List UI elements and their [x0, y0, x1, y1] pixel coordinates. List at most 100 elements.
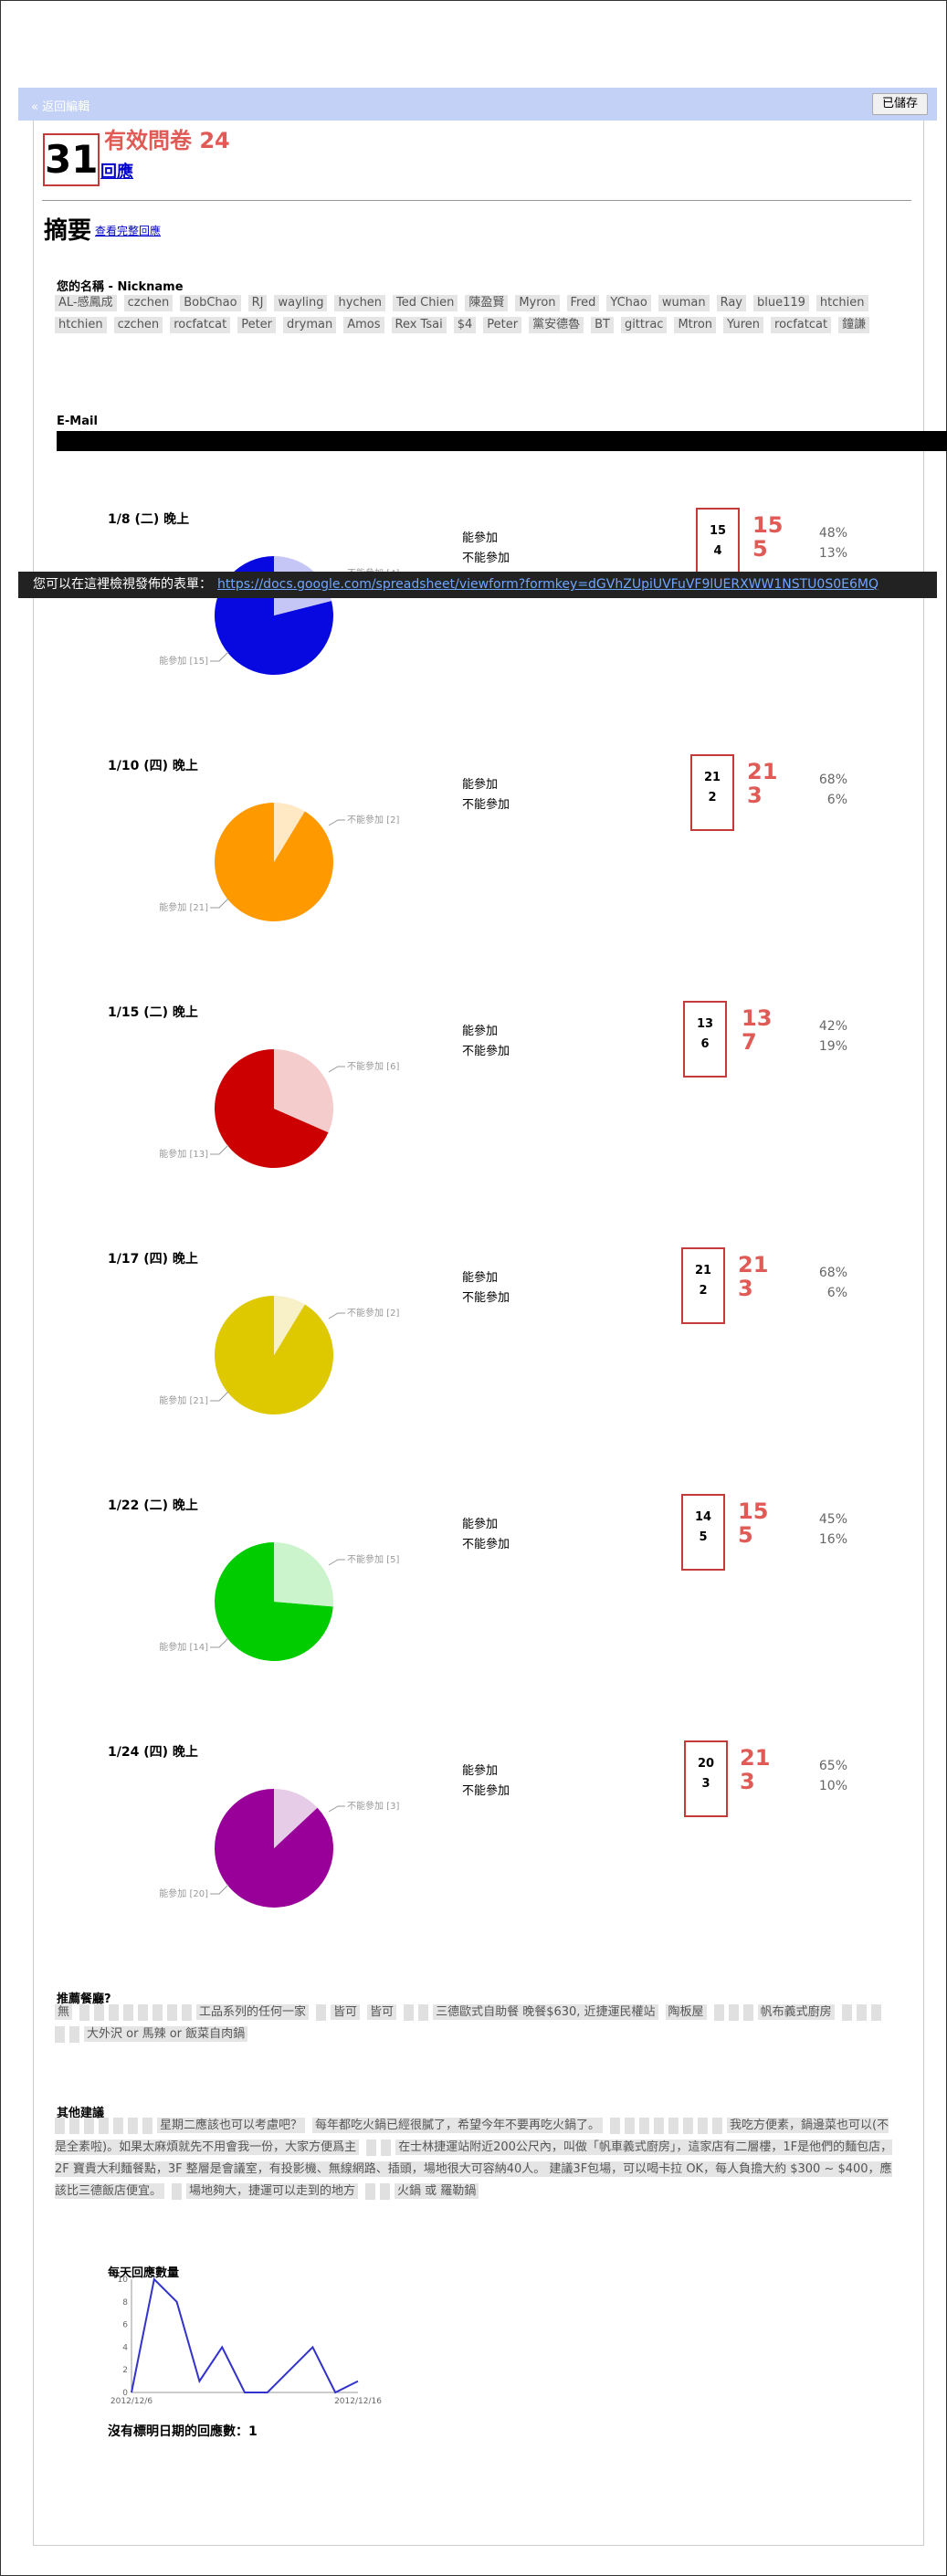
y-tick-label: 6 [122, 2321, 128, 2330]
no-count: 2 [699, 1284, 708, 1298]
handwritten-note-yes: 15 [752, 512, 784, 538]
y-tick-label: 10 [118, 2276, 129, 2285]
view-all-responses-link[interactable]: 查看完整回應 [95, 225, 162, 237]
nickname-answer: htchien [815, 295, 868, 311]
redacted-block [698, 2117, 709, 2134]
nickname-answer: gittrac [620, 317, 668, 333]
email-question-title: E-Mail [57, 415, 98, 428]
redacted-block [668, 2117, 679, 2134]
count-annotation-box [690, 754, 734, 831]
nickname-answer: czchen [113, 317, 163, 333]
nickname-answer: Ted Chien [393, 295, 458, 311]
answer-text: 皆可 [367, 2004, 397, 2020]
redacted-block [742, 2003, 753, 2021]
nickname-answer: hychen [334, 295, 386, 311]
option-no-label: 不能參加 [462, 798, 510, 812]
pie-label-no: 不能參加 [6] [347, 1060, 399, 1072]
pie-chart: 不能參加 [5] 能參加 [14] [159, 1542, 399, 1661]
no-count: 4 [713, 544, 722, 558]
other-question-title: 其他建議 [57, 2107, 105, 2120]
email-answers-redacted [57, 431, 947, 451]
nickname-answer: 黨安德魯 [529, 317, 584, 333]
handwritten-note-no: 7 [742, 1029, 757, 1055]
redacted-block [69, 2025, 79, 2043]
pie-slice-no [274, 1049, 333, 1133]
handwritten-note-yes: 21 [747, 759, 778, 784]
redacted-block [610, 2117, 621, 2134]
daily-chart-title: 每天回應數量 [108, 2266, 180, 2280]
pie-slice-no [274, 803, 305, 862]
yes-count: 14 [694, 1510, 712, 1524]
nickname-answer: dryman [283, 317, 337, 333]
no-percent: 6% [826, 1286, 847, 1300]
no-percent: 10% [818, 1779, 847, 1793]
pie-leader-line [328, 1559, 345, 1566]
answer-text: 大外沢 or 馬辣 or 飯菜自肉鍋 [84, 2026, 248, 2042]
redacted-block [639, 2117, 650, 2134]
option-yes-label: 能參加 [462, 531, 499, 545]
back-to-edit-link[interactable]: « 返回編輯 [31, 100, 90, 114]
redacted-block [128, 2117, 138, 2134]
form-url-link[interactable]: https://docs.google.com/spreadsheet/view… [217, 577, 879, 592]
y-tick-label: 4 [122, 2343, 128, 2352]
pie-leader-line [210, 1391, 229, 1402]
redacted-block [365, 2182, 376, 2200]
redacted-block [55, 2117, 65, 2134]
redacted-block [841, 2003, 852, 2021]
pie-leader-line [328, 1805, 345, 1813]
pie-question-4: 1/17 (四) 晚上 不能參加 [2] 能參加 [21] 能參加 不能參加 21 2 21 3… [0, 1247, 947, 1487]
no-count: 3 [701, 1777, 710, 1791]
redacted-block [123, 2003, 134, 2021]
responses-link[interactable]: 回應 [100, 163, 133, 182]
count-annotation-box [681, 1247, 725, 1324]
redacted-block [381, 2139, 392, 2156]
option-no-label: 不能參加 [462, 1538, 510, 1551]
handwritten-note-no: 5 [738, 1522, 753, 1548]
saved-button[interactable]: 已儲存 [871, 93, 928, 115]
nickname-answer: Rex Tsai [391, 317, 447, 333]
answer-text: 三德歐式自助餐 晚餐$630, 近捷運民權站 [433, 2004, 658, 2020]
redacted-block [142, 2117, 153, 2134]
nickname-answer: Amos [343, 317, 384, 333]
pie-label-no: 不能參加 [2] [347, 1307, 399, 1319]
nickname-answer: RJ [247, 295, 268, 311]
handwritten-note-no: 5 [752, 536, 768, 562]
handwritten-note-no: 3 [740, 1769, 755, 1794]
pie-label-yes: 能參加 [21] [159, 901, 208, 913]
x-tick-label: 2012/12/16 [334, 2397, 382, 2406]
redacted-block [404, 2003, 415, 2021]
handwritten-note-no: 3 [747, 783, 763, 808]
redacted-block [153, 2003, 163, 2021]
nickname-answer: BobChao [180, 295, 241, 311]
nickname-answer: Yuren [723, 317, 764, 333]
redacted-block [167, 2003, 178, 2021]
yes-count: 13 [696, 1017, 714, 1031]
handwritten-note-yes: 21 [738, 1252, 769, 1277]
yes-percent: 48% [818, 526, 847, 541]
pie-label-no: 不能參加 [5] [347, 1553, 399, 1565]
content-panel [33, 121, 924, 2546]
nickname-answer: rocfatcat [170, 317, 231, 333]
response-count: 31 [43, 133, 100, 186]
redacted-block [713, 2003, 724, 2021]
redacted-block [870, 2003, 881, 2021]
pie-question-3: 1/15 (二) 晚上 不能參加 [6] 能參加 [13] 能參加 不能參加 13 6 13 7… [0, 1001, 947, 1240]
no-percent: 16% [818, 1532, 847, 1547]
pie-chart: 不能參加 [4]能參加 [15] [159, 556, 399, 675]
count-annotation-box [683, 1001, 727, 1078]
yes-percent: 68% [818, 773, 847, 787]
nickname-answer: czchen [123, 295, 174, 311]
pie-leader-line [210, 1637, 229, 1648]
nickname-answers: AL-感鳳成 czchen BobChao RJ wayling hychen Ted Ch… [55, 292, 895, 336]
option-yes-label: 能參加 [462, 1025, 499, 1038]
yes-percent: 42% [818, 1019, 847, 1034]
nickname-answer: wuman [658, 295, 710, 311]
yes-percent: 65% [818, 1759, 847, 1773]
nickname-answer: Fred [566, 295, 600, 311]
option-no-label: 不能參加 [462, 552, 510, 565]
pie-title: 1/22 (二) 晚上 [108, 1498, 198, 1513]
pie-title: 1/24 (四) 晚上 [108, 1745, 198, 1760]
divider [42, 200, 911, 201]
nickname-answer: Peter [237, 317, 277, 333]
